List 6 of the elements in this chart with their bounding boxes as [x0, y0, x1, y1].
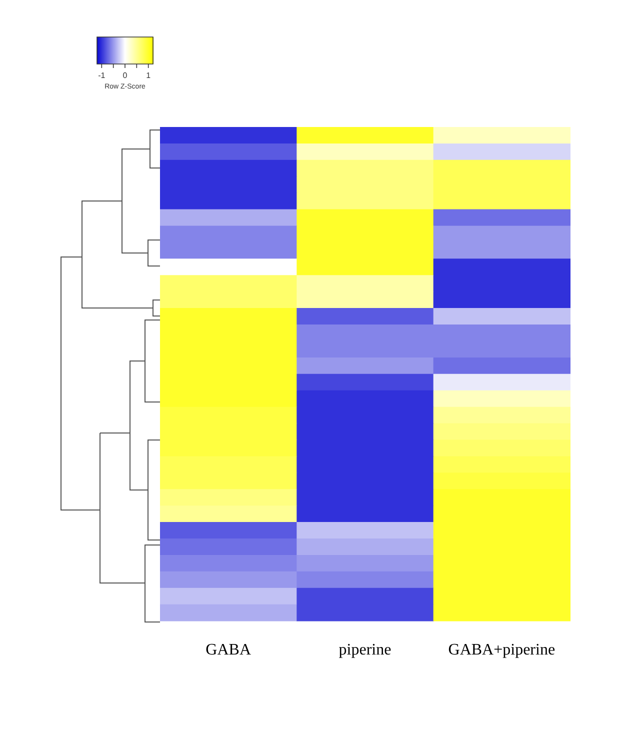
color-bar-label: 1 [146, 71, 152, 80]
x-tick-label: GABA+piperine [448, 642, 556, 659]
color-bar-label: -1 [98, 71, 106, 80]
color-bar-label: 0 [122, 71, 128, 80]
x-tick-label: piperine [338, 642, 392, 659]
x-tick-label: GABA [206, 642, 252, 659]
